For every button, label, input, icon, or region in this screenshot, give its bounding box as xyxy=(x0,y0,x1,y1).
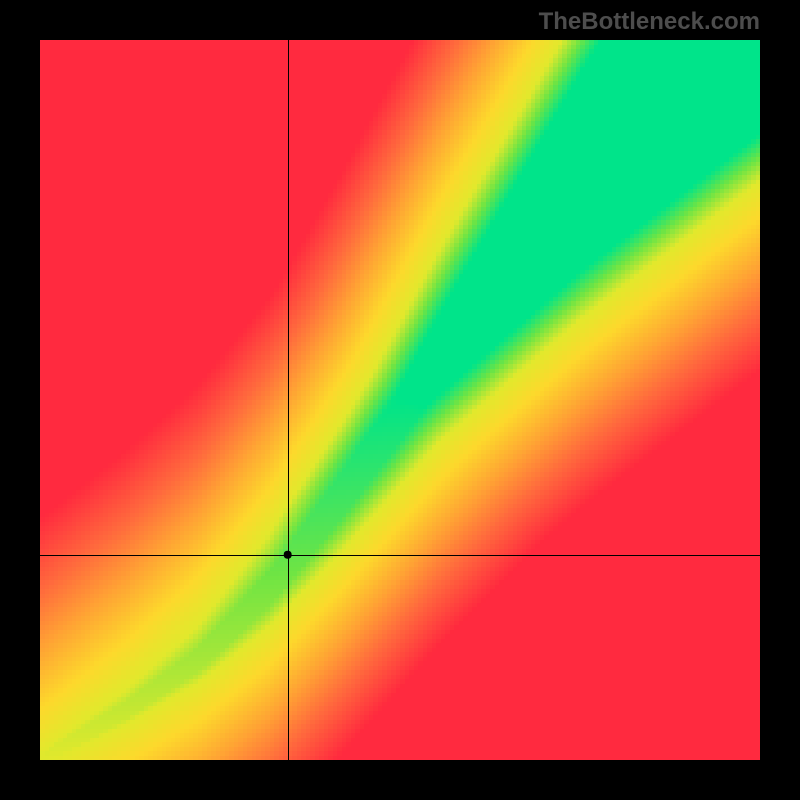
bottleneck-heatmap xyxy=(40,40,760,760)
watermark-text: TheBottleneck.com xyxy=(539,8,760,36)
chart-container: TheBottleneck.com xyxy=(0,0,800,800)
